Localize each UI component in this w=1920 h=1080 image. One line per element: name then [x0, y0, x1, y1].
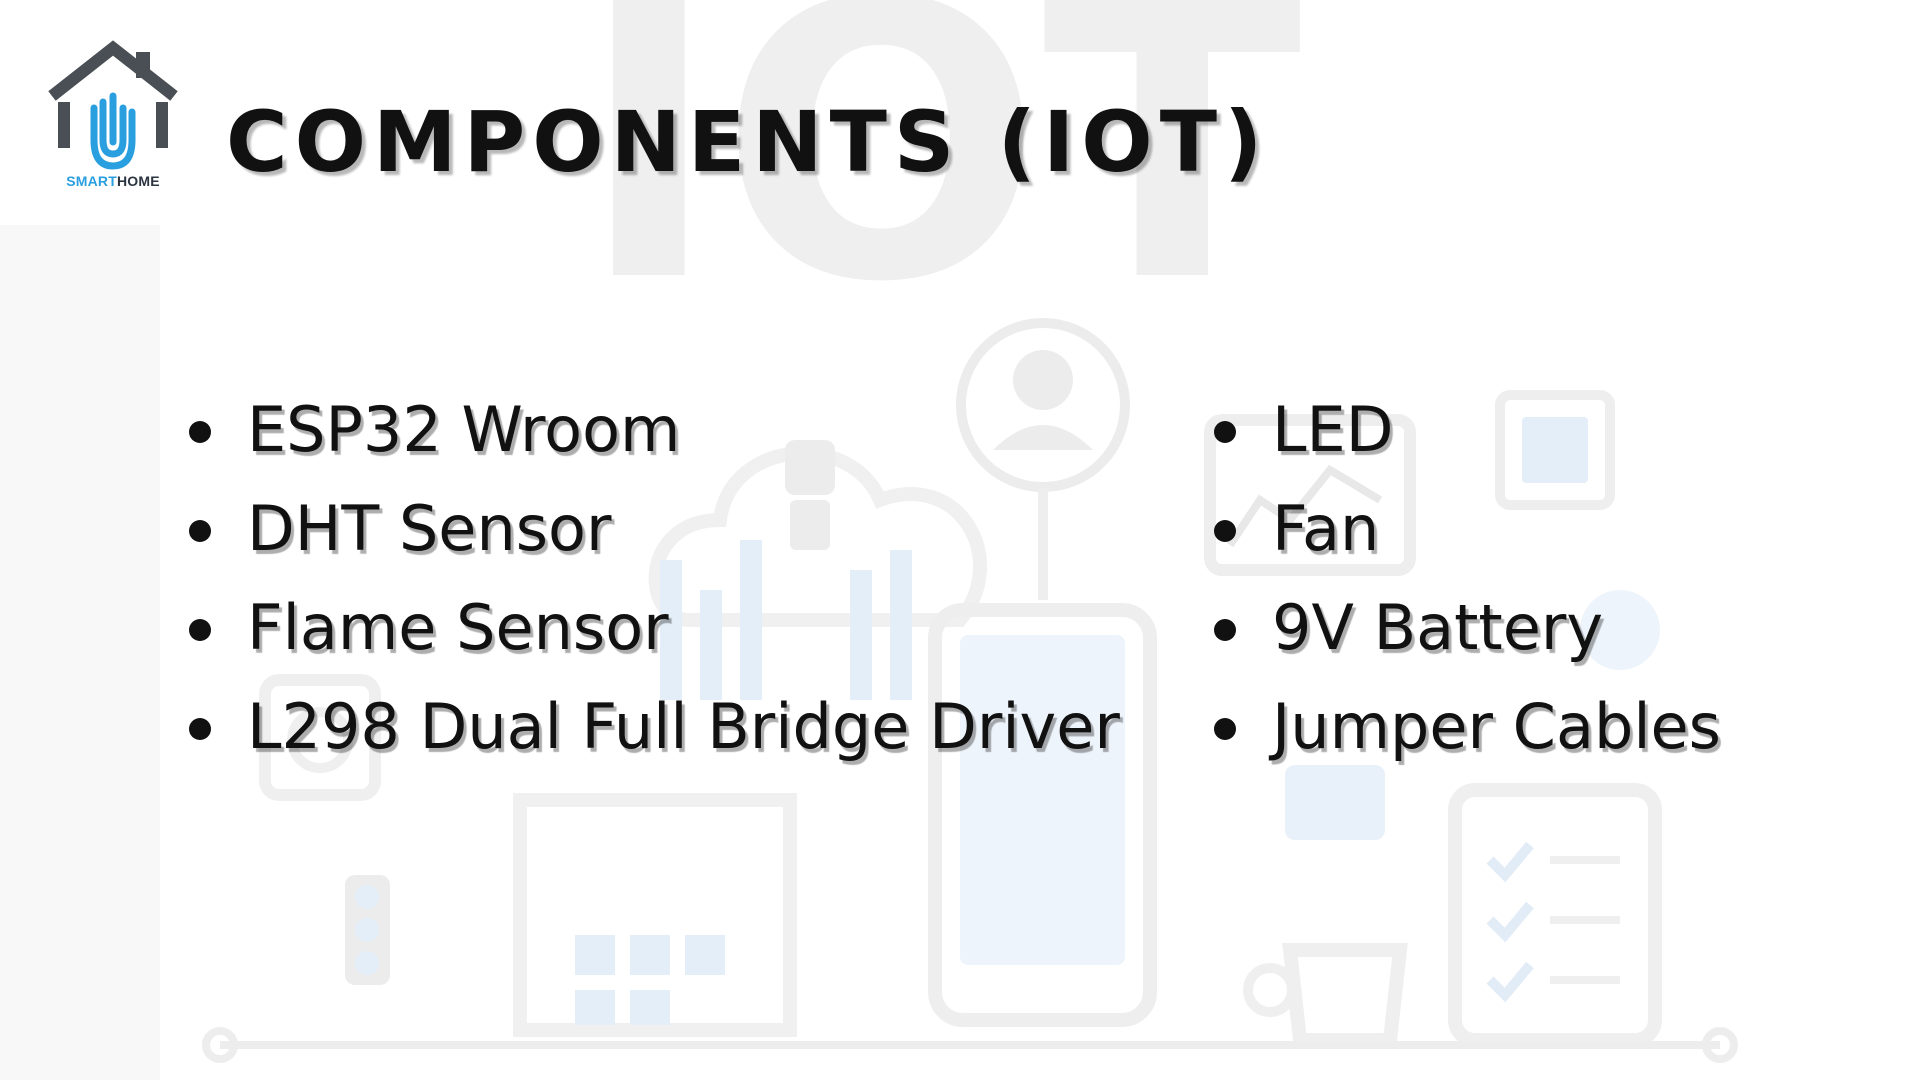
components-list-right: LED Fan 9V Battery Jumper Cables	[1210, 380, 1721, 776]
logo-text-home: HOME	[116, 173, 160, 189]
bullet-icon	[1214, 718, 1236, 740]
logo-text: SMARTHOME	[46, 173, 180, 189]
list-item-label: LED	[1272, 393, 1394, 466]
logo-text-smart: SMART	[66, 173, 117, 189]
bullet-icon	[189, 421, 211, 443]
list-item-label: L298 Dual Full Bridge Driver	[247, 690, 1120, 763]
list-item-label: ESP32 Wroom	[247, 393, 681, 466]
list-item: Jumper Cables	[1210, 677, 1721, 776]
bullet-icon	[1214, 421, 1236, 443]
watermark-text: IOT	[578, 0, 1304, 365]
list-item-label: Jumper Cables	[1272, 690, 1721, 763]
list-item-label: Fan	[1272, 492, 1380, 565]
bullet-icon	[189, 619, 211, 641]
smarthome-logo: SMARTHOME	[46, 40, 180, 200]
list-item-label: DHT Sensor	[247, 492, 612, 565]
list-item: Fan	[1210, 479, 1721, 578]
list-item: Flame Sensor	[185, 578, 1120, 677]
house-hand-icon	[48, 40, 178, 170]
bullet-icon	[1214, 520, 1236, 542]
list-item-label: 9V Battery	[1272, 591, 1604, 664]
slide-title: COMPONENTS (IOT)	[226, 93, 1270, 191]
list-item: 9V Battery	[1210, 578, 1721, 677]
list-item-label: Flame Sensor	[247, 591, 669, 664]
bullet-icon	[1214, 619, 1236, 641]
bullet-icon	[189, 520, 211, 542]
bullet-icon	[189, 718, 211, 740]
list-item: DHT Sensor	[185, 479, 1120, 578]
list-item: LED	[1210, 380, 1721, 479]
list-item: L298 Dual Full Bridge Driver	[185, 677, 1120, 776]
list-item: ESP32 Wroom	[185, 380, 1120, 479]
components-list-left: ESP32 Wroom DHT Sensor Flame Sensor L298…	[185, 380, 1120, 776]
